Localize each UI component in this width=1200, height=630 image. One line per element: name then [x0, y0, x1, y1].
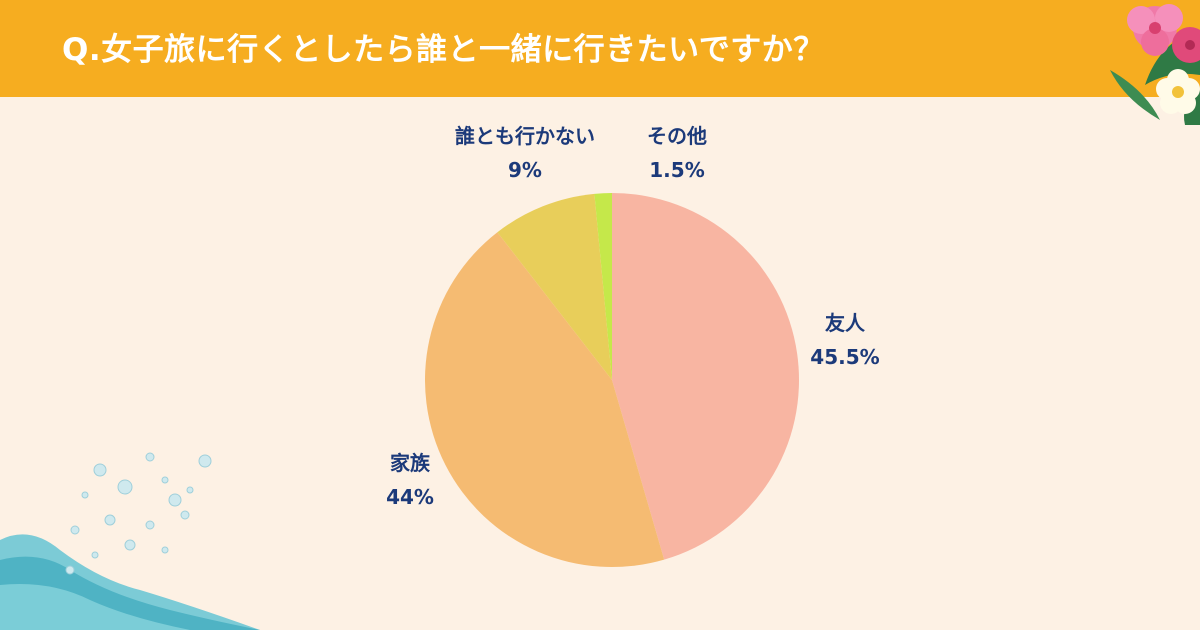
pie-slices: [425, 193, 799, 567]
bubbles-icon: [65, 452, 212, 575]
slice-name-label: 家族: [390, 451, 431, 475]
water-wave-icon: [0, 534, 260, 630]
slice-value-label: 44%: [386, 485, 434, 509]
slice-name-label: 誰とも行かない: [455, 124, 595, 148]
hibiscus-icon: [1110, 4, 1200, 125]
pie-slice: [425, 232, 665, 567]
page-title: Q.女子旅に行くとしたら誰と一緒に行きたいですか？: [62, 32, 825, 68]
pie-slice: [594, 193, 612, 380]
header-bar: [0, 0, 1200, 97]
slice-name-label: 友人: [825, 311, 866, 335]
pie-slice: [497, 193, 612, 380]
slice-value-label: 9%: [508, 158, 542, 182]
slice-value-label: 45.5%: [810, 345, 879, 369]
pie-labels: 友人 45.5% 家族 44% 誰とも行かない 9% その他 1.5%: [386, 124, 880, 509]
slice-value-label: 1.5%: [649, 158, 704, 182]
pie-slice: [612, 193, 799, 560]
slice-name-label: その他: [647, 124, 707, 148]
